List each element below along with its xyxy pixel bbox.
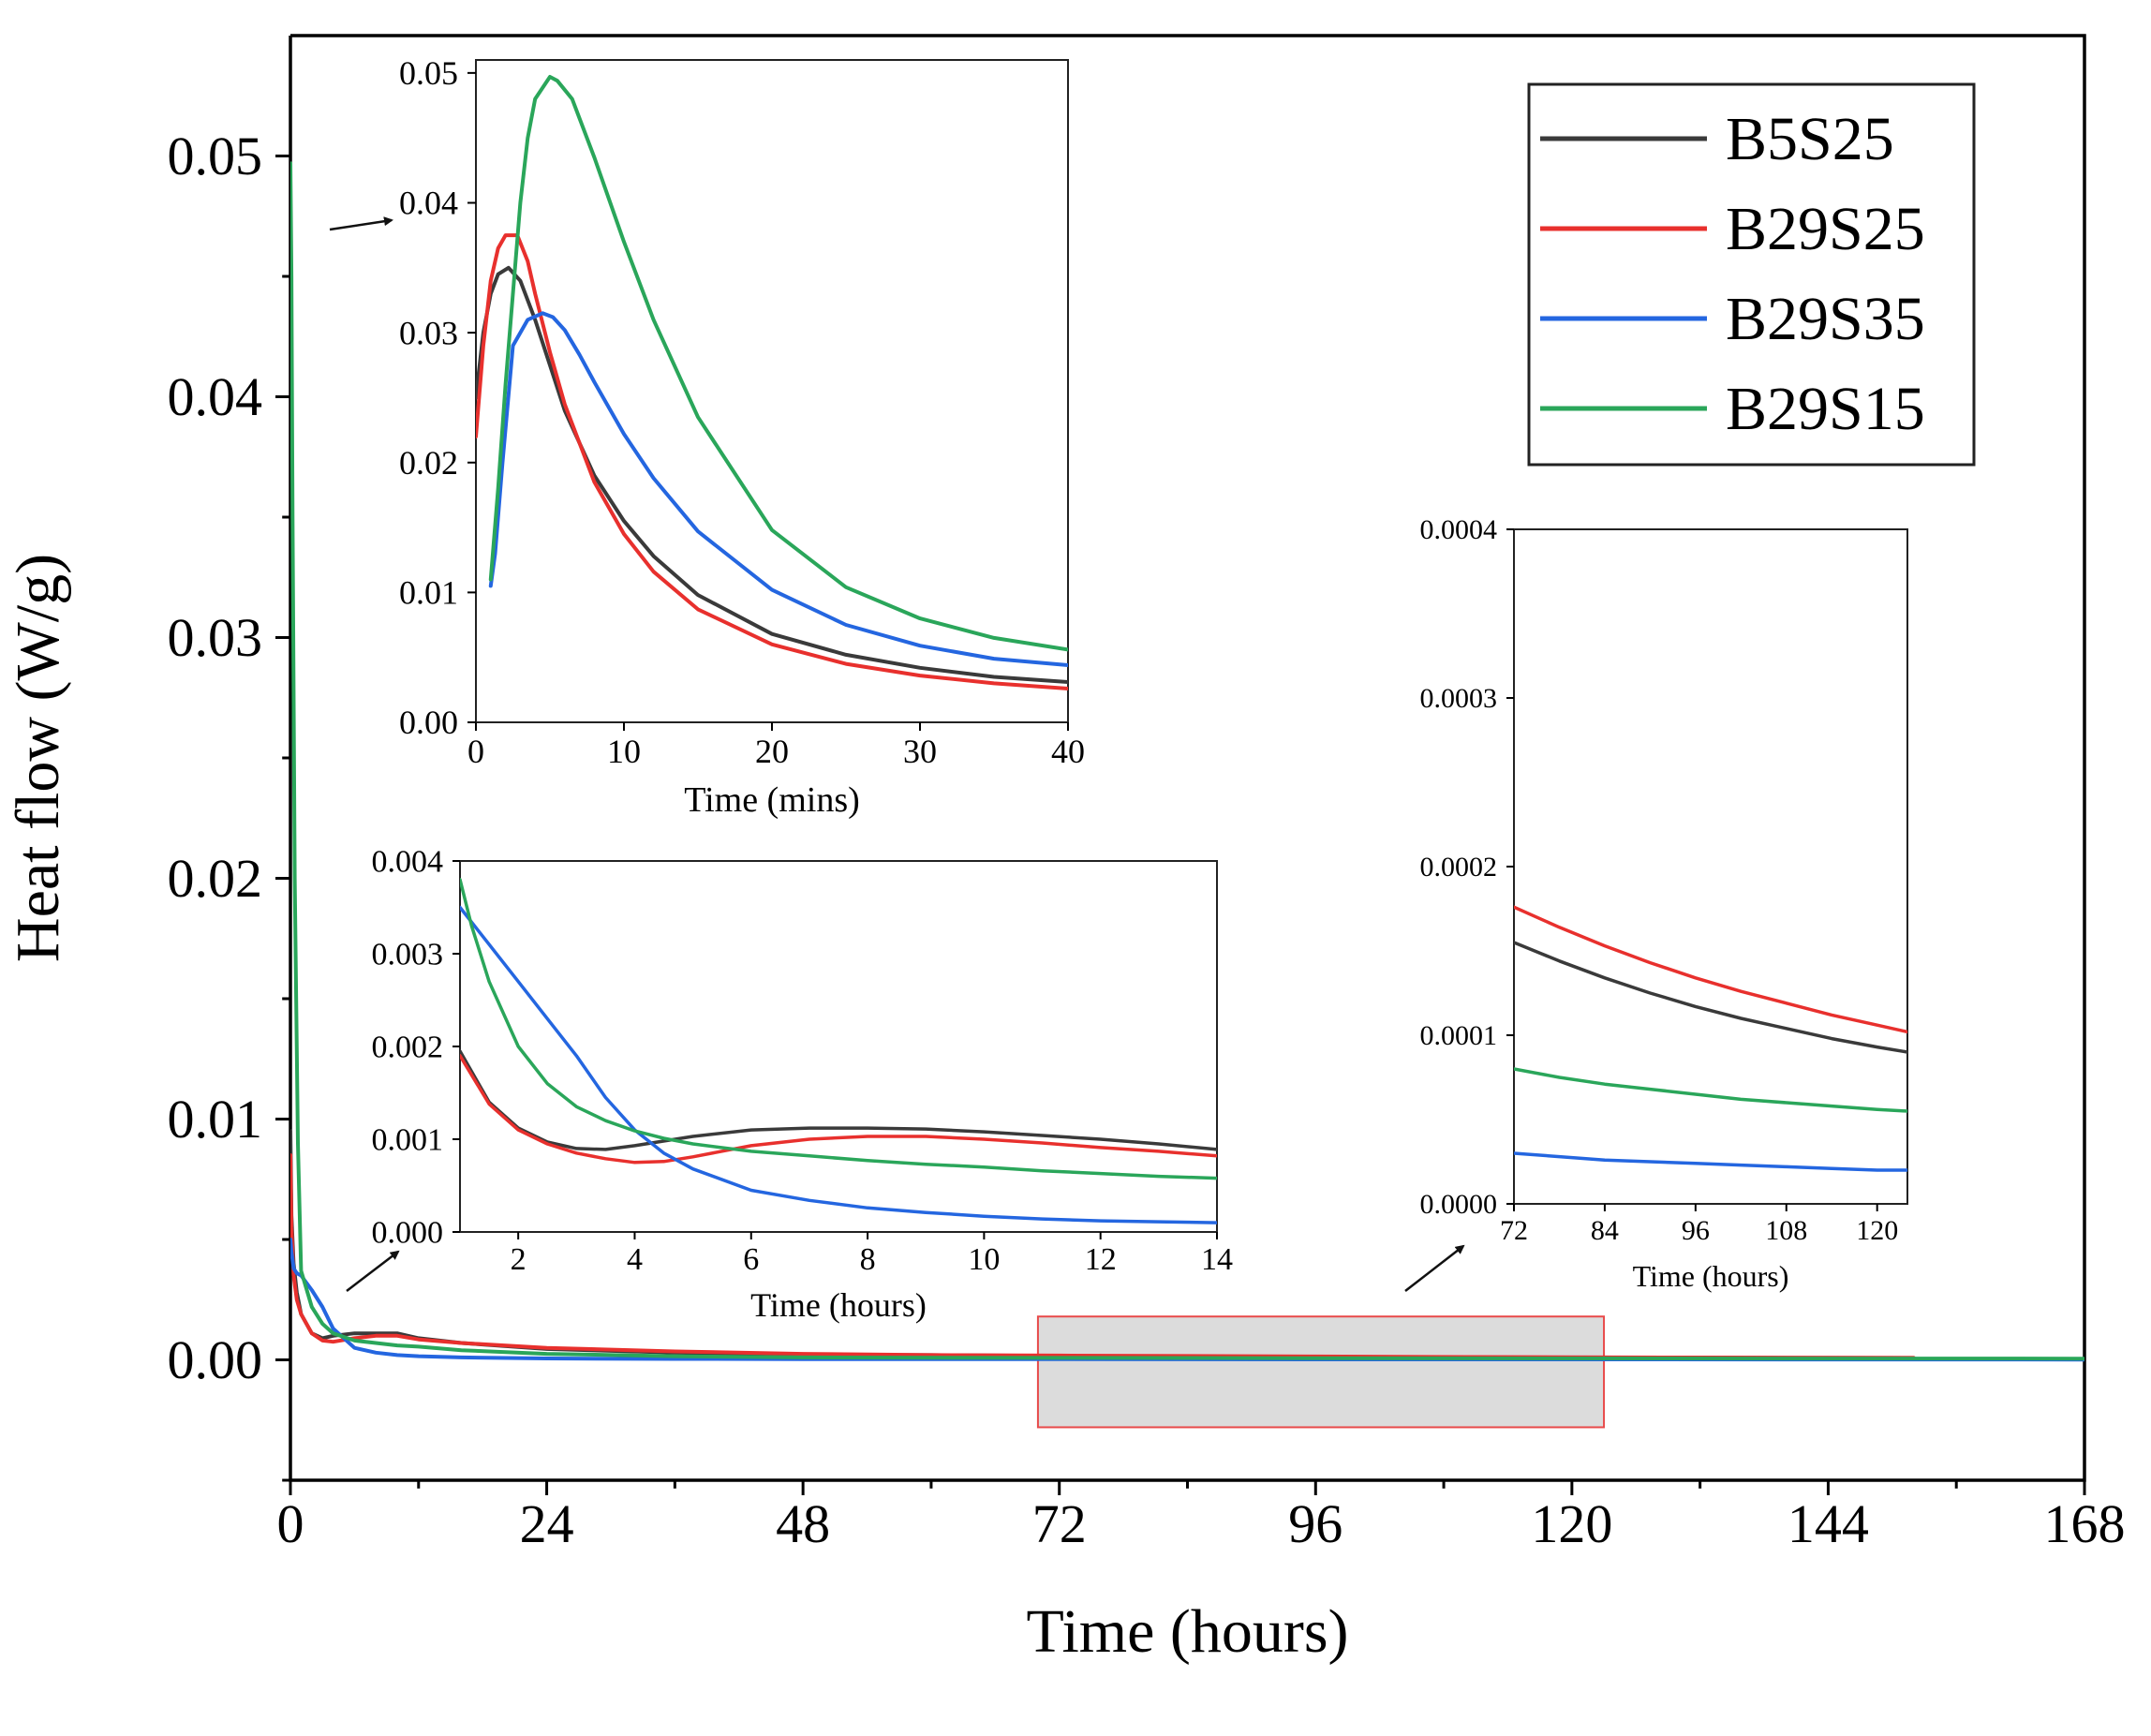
inset_hours-series-b29s15 — [460, 878, 1217, 1180]
main-y-axis-title: Heat flow (W/g) — [4, 554, 72, 962]
inset_mins-ytick-label: 0.05 — [399, 54, 458, 92]
inset_late-ytick-label: 0.0004 — [1420, 514, 1498, 545]
inset_mins-series-b29s25 — [476, 233, 1068, 690]
inset_late-x-axis-title: Time (hours) — [1633, 1259, 1789, 1293]
legend-label-b29s25: B29S25 — [1726, 195, 1925, 263]
inset_mins-xtick-label: 10 — [607, 733, 641, 770]
inset_hours-series-b29s25 — [460, 1054, 1217, 1165]
inset_mins-xtick-label: 0 — [467, 733, 484, 770]
inset_mins-ytick-label: 0.04 — [399, 185, 458, 222]
inset_mins-xtick-label: 20 — [755, 733, 789, 770]
inset_hours-xtick-label: 8 — [860, 1242, 876, 1277]
main-ytick-label: 0.00 — [168, 1329, 263, 1390]
inset_mins-series-b29s15 — [488, 75, 1068, 652]
main-ytick-label: 0.04 — [168, 366, 263, 427]
inset_mins-plot-area — [476, 75, 1068, 690]
inset_late-ytick-label: 0.0000 — [1420, 1189, 1498, 1220]
inset_hours-series-b29s35 — [460, 905, 1217, 1224]
inset_hours-xtick-label: 10 — [968, 1242, 1000, 1277]
main-xtick-label: 0 — [277, 1493, 304, 1554]
inset_late-ytick-label: 0.0002 — [1420, 852, 1498, 883]
main-series-b29s15 — [290, 161, 2084, 1361]
inset_hours-series-b5s25 — [460, 1049, 1217, 1151]
inset_late-xtick-label: 84 — [1591, 1215, 1619, 1246]
pointer-arrow-icon — [1404, 1244, 1465, 1292]
inset_hours-frame — [459, 860, 1218, 1233]
inset_hours-xtick-label: 12 — [1085, 1242, 1117, 1277]
inset_hours-ytick-label: 0.004 — [372, 845, 444, 880]
main-xtick-label: 120 — [1531, 1493, 1612, 1554]
inset_mins-ytick-label: 0.02 — [399, 444, 458, 482]
inset_hours-xtick-label: 14 — [1201, 1242, 1233, 1277]
main-x-axis-title: Time (hours) — [1026, 1597, 1348, 1666]
legend-label-b29s15: B29S15 — [1726, 375, 1925, 443]
inset_late-series-b5s25 — [1514, 941, 1907, 1054]
inset_mins-x-axis-title: Time (mins) — [684, 780, 860, 820]
pointer-arrow-icon — [346, 1250, 400, 1292]
inset_mins-frame — [475, 59, 1069, 723]
legend-label-b5s25: B5S25 — [1726, 105, 1894, 173]
inset_mins-xtick-label: 40 — [1051, 733, 1085, 770]
inset_mins-ytick-label: 0.03 — [399, 314, 458, 351]
inset_mins-xtick-label: 30 — [903, 733, 937, 770]
inset_late-frame — [1513, 528, 1908, 1205]
inset_late-xtick-label: 108 — [1765, 1215, 1807, 1246]
legend-label-b29s35: B29S35 — [1726, 285, 1925, 353]
inset_hours-ytick-label: 0.000 — [372, 1216, 444, 1251]
inset_hours-ytick-label: 0.002 — [372, 1031, 444, 1065]
inset_late-series-b29s35 — [1514, 1151, 1907, 1172]
main-series-b29s25 — [290, 1153, 1916, 1360]
pointer-arrow-icon — [329, 216, 393, 231]
zoom-region-box — [1036, 1315, 1606, 1429]
main-plot-area — [290, 161, 2084, 1362]
main-ytick-label: 0.05 — [168, 126, 263, 186]
inset_late-series-b29s15 — [1514, 1067, 1907, 1113]
inset_late-ytick-label: 0.0003 — [1420, 683, 1498, 714]
main-xtick-label: 24 — [520, 1493, 574, 1554]
inset_hours-ytick-label: 0.001 — [372, 1123, 444, 1158]
inset_hours-plot-area — [460, 878, 1217, 1224]
legend-box — [1527, 82, 1976, 467]
inset_late-series-b29s25 — [1514, 905, 1907, 1034]
main-ytick-label: 0.03 — [168, 607, 263, 668]
inset_hours-xtick-label: 6 — [743, 1242, 759, 1277]
main-xtick-label: 72 — [1032, 1493, 1087, 1554]
main-xtick-label: 168 — [2044, 1493, 2126, 1554]
main-xtick-label: 96 — [1288, 1493, 1343, 1554]
inset_late-xtick-label: 72 — [1500, 1215, 1528, 1246]
inset_late-xtick-label: 120 — [1856, 1215, 1898, 1246]
main-xtick-label: 144 — [1788, 1493, 1869, 1554]
inset_late-plot-area — [1514, 905, 1907, 1172]
inset_late-xtick-label: 96 — [1682, 1215, 1710, 1246]
inset_hours-ytick-label: 0.003 — [372, 938, 444, 972]
inset_hours-xtick-label: 2 — [511, 1242, 527, 1277]
inset_late-ytick-label: 0.0001 — [1420, 1020, 1498, 1051]
inset_hours-x-axis-title: Time (hours) — [750, 1286, 927, 1324]
inset_hours-xtick-label: 4 — [627, 1242, 643, 1277]
inset_mins-series-b29s35 — [488, 311, 1068, 667]
main-xtick-label: 48 — [776, 1493, 830, 1554]
main-ytick-label: 0.01 — [168, 1089, 263, 1150]
main-ytick-label: 0.02 — [168, 848, 263, 909]
inset_mins-ytick-label: 0.00 — [399, 704, 458, 741]
inset_mins-ytick-label: 0.01 — [399, 574, 458, 612]
